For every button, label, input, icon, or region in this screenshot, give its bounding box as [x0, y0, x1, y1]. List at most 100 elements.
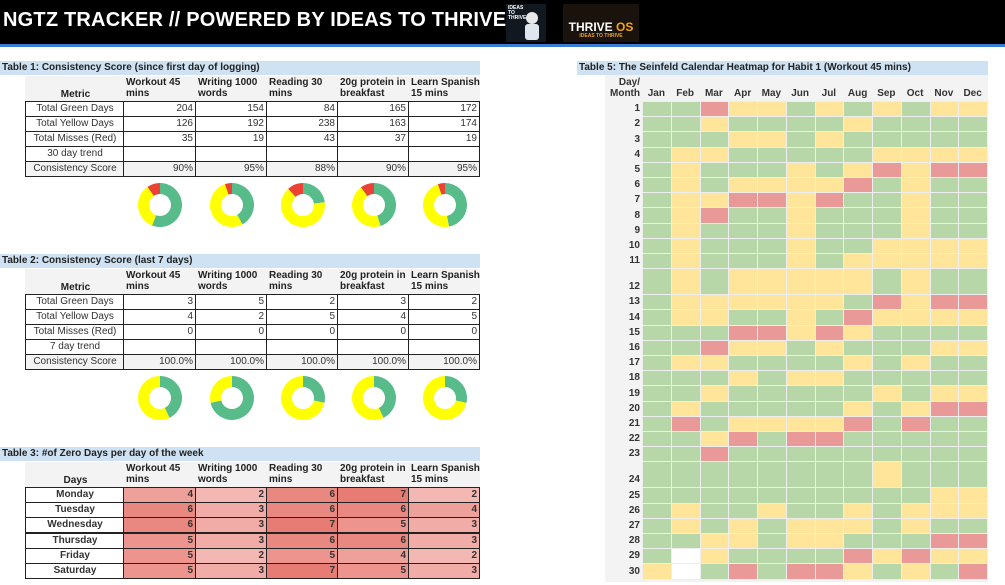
heatmap-cell [670, 563, 701, 580]
heatmap-cell [642, 177, 672, 194]
table3-cell: 6 [266, 502, 338, 519]
heatmap-cell [929, 370, 960, 387]
heatmap-day-label: 5 [634, 164, 640, 175]
heatmap-day-label: 3 [634, 133, 640, 145]
heatmap-cell [757, 309, 787, 326]
heatmap-month-header: Apr [734, 88, 752, 99]
heatmap-cell [785, 517, 816, 534]
heatmap-cell [785, 431, 816, 448]
table1-cell: 84 [266, 101, 338, 117]
heatmap-cell [785, 415, 816, 432]
heatmap-cell [785, 237, 816, 254]
heatmap-cell [728, 502, 758, 519]
heatmap-cell [670, 461, 701, 489]
heatmap-cell [872, 309, 902, 326]
heatmap-cell [843, 177, 873, 194]
heatmap-cell [958, 548, 988, 565]
green-slice [444, 376, 467, 403]
table1-donut-chart [351, 183, 396, 227]
heatmap-day-label: 10 [628, 240, 640, 251]
heatmap-cell [814, 487, 845, 504]
heatmap-cell [670, 548, 701, 565]
table1-cell: 43 [266, 131, 338, 147]
heatmap-cell [699, 294, 730, 311]
heatmap-cell [843, 355, 873, 372]
heatmap-day-label: 14 [628, 311, 640, 323]
heatmap-cell [958, 294, 988, 311]
heatmap-cell [900, 517, 931, 534]
heatmap-cell [929, 415, 960, 432]
table3-cell: 5 [337, 563, 409, 579]
table2-cell: 2 [408, 294, 480, 310]
green-slice [210, 376, 254, 420]
table1-habit-header: 20g protein in breakfast [340, 77, 406, 99]
heatmap-cell [642, 370, 672, 387]
green-slice [302, 376, 325, 403]
table1-row-label: Total Green Days [25, 101, 125, 117]
red-slice [437, 183, 445, 195]
heatmap-cell [785, 487, 816, 504]
heatmap-cell [900, 116, 931, 133]
heatmap-cell [642, 237, 672, 254]
heatmap-cell [757, 548, 787, 565]
table3-cell: 3 [408, 563, 480, 579]
heatmap-cell [670, 207, 701, 224]
heatmap-cell [929, 502, 960, 519]
heatmap-cell [757, 116, 787, 133]
heatmap-cell [699, 131, 730, 148]
heatmap-month-header: Aug [847, 88, 868, 99]
table3-cell: 6 [123, 517, 196, 534]
heatmap-cell [642, 146, 672, 163]
heatmap-cell [814, 222, 845, 239]
heatmap-cell [814, 253, 845, 270]
yellow-slice [138, 376, 170, 420]
yellow-slice [280, 376, 324, 420]
app-title: NGTZ TRACKER // POWERED BY IDEAS TO THRI… [3, 9, 507, 31]
heatmap-cell [699, 533, 730, 550]
heatmap-cell [958, 431, 988, 448]
yellow-slice [138, 186, 157, 226]
heatmap-day-label: 29 [628, 550, 640, 562]
table1-habit-header: Reading 30 mins [269, 77, 323, 99]
heatmap-cell [642, 415, 672, 432]
heatmap-cell [728, 431, 758, 448]
heatmap-cell [670, 268, 701, 296]
heatmap-cell [699, 116, 730, 133]
heatmap-cell [785, 385, 816, 402]
table2-habit-header: Reading 30 mins [269, 270, 323, 292]
heatmap-cell [872, 294, 902, 311]
heatmap-cell [872, 517, 902, 534]
heatmap-day-label: 1 [634, 103, 640, 115]
heatmap-cell [900, 161, 931, 178]
table1-cell: 192 [195, 116, 267, 132]
table2-cell: 0 [195, 324, 267, 340]
table2-row-label: 7 day trend [25, 339, 125, 355]
heatmap-cell [929, 131, 960, 148]
heatmap-cell [699, 207, 730, 224]
red-slice [224, 183, 232, 195]
heatmap-cell [699, 517, 730, 534]
table2-cell [408, 339, 480, 355]
heatmap-cell [757, 324, 787, 341]
heatmap-cell [642, 446, 672, 463]
heatmap-cell [929, 339, 960, 356]
heatmap-cell [728, 339, 758, 356]
heatmap-cell [958, 177, 988, 194]
heatmap-cell [699, 548, 730, 565]
heatmap-cell [699, 268, 730, 296]
heatmap-cell [670, 415, 701, 432]
heatmap-cell [699, 487, 730, 504]
heatmap-cell [958, 237, 988, 254]
heatmap-cell [670, 161, 701, 178]
table2-cell: 100.0% [266, 354, 338, 370]
heatmap-cell [699, 222, 730, 239]
heatmap-cell [728, 177, 758, 194]
table1-row-label: 30 day trend [25, 146, 125, 162]
heatmap-cell [814, 370, 845, 387]
table3-cell: 3 [408, 517, 480, 534]
table3-habit-header: Workout 45 mins [126, 463, 181, 485]
table3-habit-header: Writing 1000 words [198, 463, 258, 485]
heatmap-cell [958, 461, 988, 489]
heatmap-cell [900, 294, 931, 311]
heatmap-cell [728, 116, 758, 133]
